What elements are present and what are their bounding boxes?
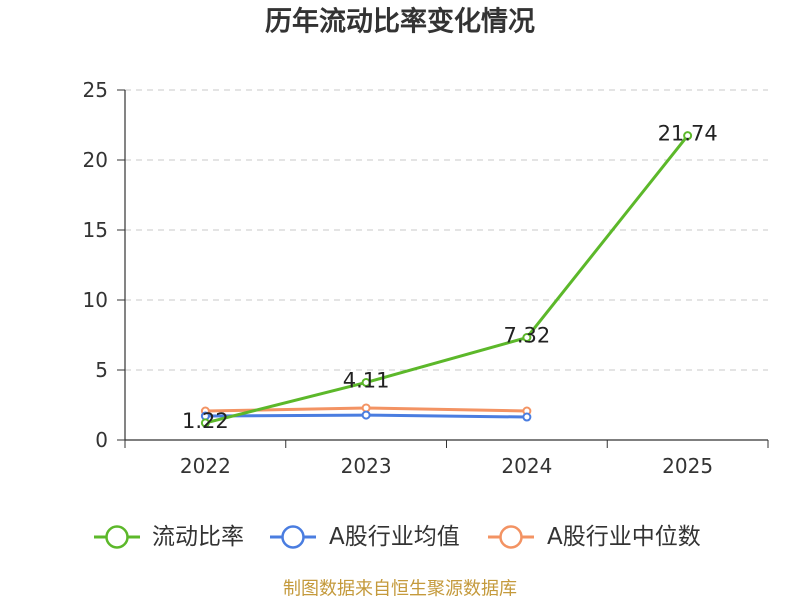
series-0 [200,131,693,428]
legend-item-industry-median[interactable]: A股行业中位数 [488,524,701,550]
data-label-2025: 21.74 [658,122,718,146]
legend-item-industry-mean[interactable]: A股行业均值 [270,524,460,550]
y-tick-label: 20 [83,148,108,172]
legend-label-industry-mean: A股行业均值 [329,524,460,550]
y-tick-label: 25 [83,78,108,102]
legend-label-industry-median: A股行业中位数 [547,524,701,550]
legend: 流动比率 A股行业均值 A股行业中位数 [94,524,701,550]
x-tick-label-2023: 2023 [341,454,392,478]
y-tick-label: 15 [83,218,108,242]
series-layer [200,131,693,428]
data-point-2-2023 [361,403,371,413]
data-point-1-2023 [361,410,371,420]
legend-marker-current-ratio [105,525,129,549]
grid-layer [125,89,768,371]
series-line-0 [203,134,690,425]
legend-marker-industry-median [499,525,523,549]
legend-marker-industry-mean [281,525,305,549]
y-tick-label: 10 [83,288,108,312]
data-point-0-2025 [683,131,693,141]
x-tick-label-2025: 2025 [662,454,713,478]
data-label-2022: 1.22 [182,409,229,433]
legend-label-current-ratio: 流动比率 [152,524,244,550]
source-footer: 制图数据来自恒生聚源数据库 [283,579,517,600]
y-tick-label: 5 [95,358,108,382]
data-point-0-2022 [200,418,210,428]
data-point-1-2024 [522,412,532,422]
data-label-2024: 7.32 [503,324,550,348]
data-point-0-2023 [361,377,371,387]
series-1 [200,410,532,422]
data-label-layer: 1.22 4.11 7.32 21.74 [182,122,718,433]
x-tick-label-2022: 2022 [180,454,231,478]
data-point-0-2024 [522,333,532,343]
legend-item-current-ratio[interactable]: 流动比率 [94,524,244,550]
chart-title: 历年流动比率变化情况 [265,6,535,38]
y-tick-label: 0 [95,428,108,452]
data-label-2023: 4.11 [343,368,390,392]
x-tick-label-2024: 2024 [501,454,552,478]
